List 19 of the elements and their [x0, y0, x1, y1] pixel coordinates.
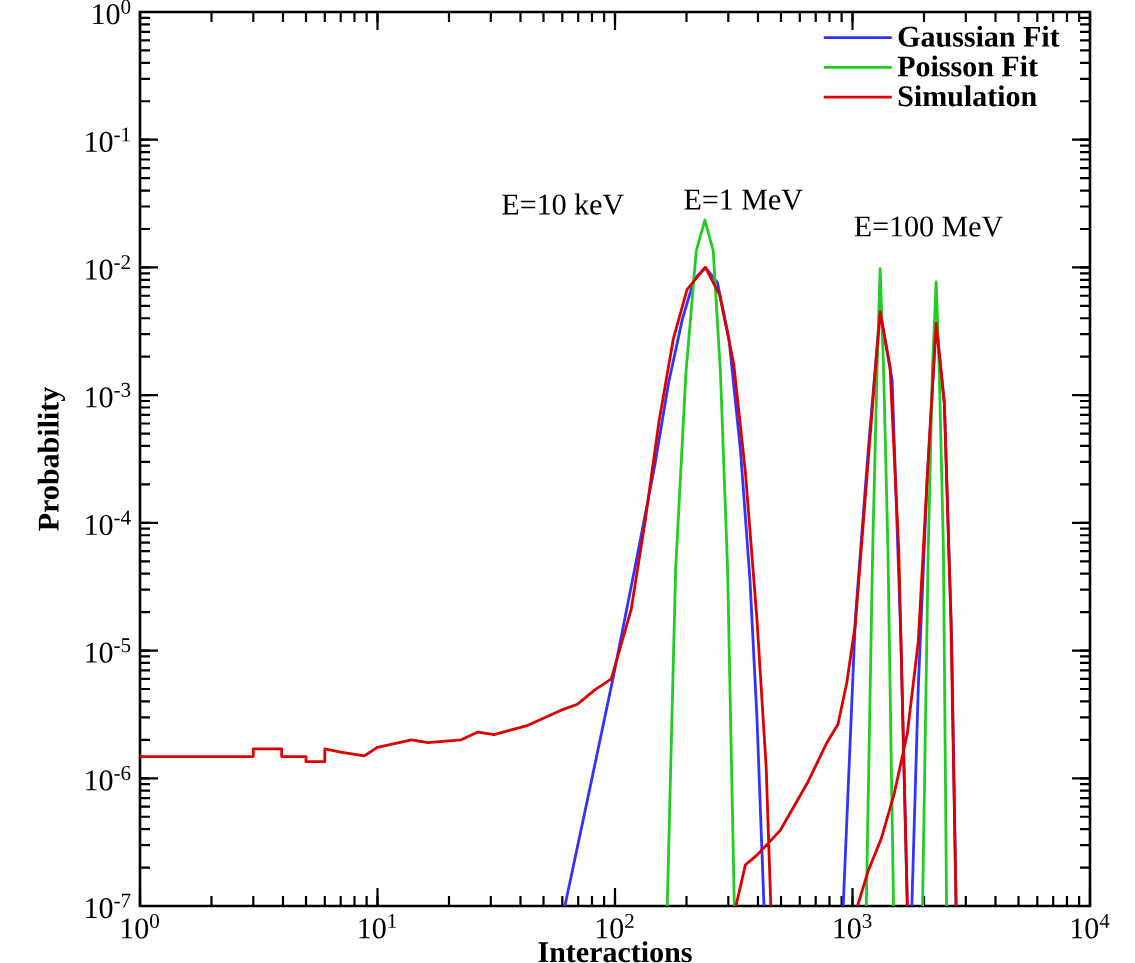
- x-tick-label: 10$^{4}$: [1071, 913, 1110, 939]
- x-tick-label: 10$^{2}$: [596, 913, 634, 939]
- legend-label: Simulation: [898, 85, 1037, 107]
- legend-label: Poisson Fit: [897, 55, 1038, 77]
- y-tick-label: 10$^{-3}$: [86, 382, 131, 408]
- y-axis-title: Probability: [37, 387, 65, 531]
- annotation: E=100 MeV: [854, 216, 1003, 237]
- y-tick-label: 10$^{0}$: [93, 0, 131, 25]
- y-tick-label: 10$^{-4}$: [86, 510, 131, 536]
- x-tick-label: 10$^{1}$: [359, 913, 396, 939]
- y-tick-label: 10$^{-1}$: [86, 127, 130, 152]
- annotation: E=1 MeV: [684, 189, 803, 210]
- annotation: E=10 keV: [502, 193, 624, 215]
- x-tick-label: 10$^{3}$: [834, 913, 872, 939]
- x-axis-title: Interactions: [538, 941, 692, 963]
- y-tick-label: 10$^{-6}$: [86, 765, 131, 791]
- y-tick-label: 10$^{-2}$: [86, 255, 130, 280]
- y-tick-label: 10$^{-5}$: [86, 638, 131, 663]
- legend-label: Gaussian Fit: [898, 25, 1060, 47]
